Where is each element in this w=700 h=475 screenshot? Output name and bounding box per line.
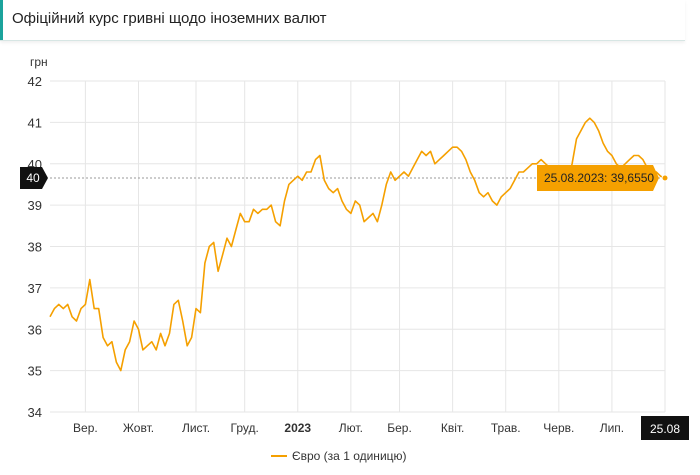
x-tick-label: Лют. <box>339 421 363 435</box>
tooltip-text: 25.08.2023: 39,6550 <box>544 171 654 185</box>
page-header: Офіційний курс гривні щодо іноземних вал… <box>0 0 685 41</box>
series-line-euro <box>49 117 666 372</box>
x-tick-label: Бер. <box>387 421 412 435</box>
x-tick-label: 2023 <box>284 421 311 435</box>
y-tick-label: 38 <box>28 240 42 255</box>
y-axis-labels: 34 35 36 37 38 39 40 41 42 <box>28 74 42 420</box>
x-tick-label: Черв. <box>543 421 574 435</box>
grid-lines <box>50 80 666 413</box>
y-tick-label: 35 <box>28 364 42 379</box>
legend[interactable]: Євро (за 1 одиницю) <box>271 449 407 463</box>
x-tick-label: Жовт. <box>123 421 154 435</box>
tooltip: 25.08.2023: 39,6550 <box>537 165 659 192</box>
y-tick-label: 34 <box>28 405 42 420</box>
y-unit-label: грн <box>30 55 48 69</box>
y-tick-label: 36 <box>28 322 42 337</box>
x-tick-highlight-box <box>641 416 689 440</box>
tooltip-box <box>537 165 659 192</box>
x-tick-label: Квіт. <box>441 421 465 435</box>
y-tick-label: 41 <box>28 115 42 130</box>
x-tick-label: Груд. <box>231 421 259 435</box>
line-chart: грн 34 35 36 37 38 39 40 41 42 Вер. Жовт. Лист. Гру… <box>20 55 689 463</box>
crosshair-marker-shape <box>20 167 48 190</box>
x-tick-label-current: 25.08 <box>650 422 680 436</box>
x-tick-label: Лип. <box>600 421 624 435</box>
legend-label: Євро (за 1 одиницю) <box>292 449 407 463</box>
x-tick-label: Трав. <box>491 421 521 435</box>
page-title: Офіційний курс гривні щодо іноземних вал… <box>12 10 327 27</box>
crosshair-value-marker: 40 <box>20 167 48 190</box>
y-tick-label: 37 <box>28 281 42 296</box>
x-tick-label: Вер. <box>73 421 98 435</box>
y-tick-label: 42 <box>28 74 42 89</box>
y-tick-label: 39 <box>28 198 42 213</box>
header-accent-bar <box>0 0 3 40</box>
last-data-point[interactable] <box>661 174 669 182</box>
chart-container: грн 34 35 36 37 38 39 40 41 42 Вер. Жовт. Лист. Гру… <box>0 41 700 470</box>
crosshair-marker-text: 40 <box>26 171 40 185</box>
x-tick-label: Лист. <box>182 421 210 435</box>
x-axis-labels: Вер. Жовт. Лист. Груд. 2023 Лют. Бер. Квіт. Трав… <box>73 416 689 440</box>
